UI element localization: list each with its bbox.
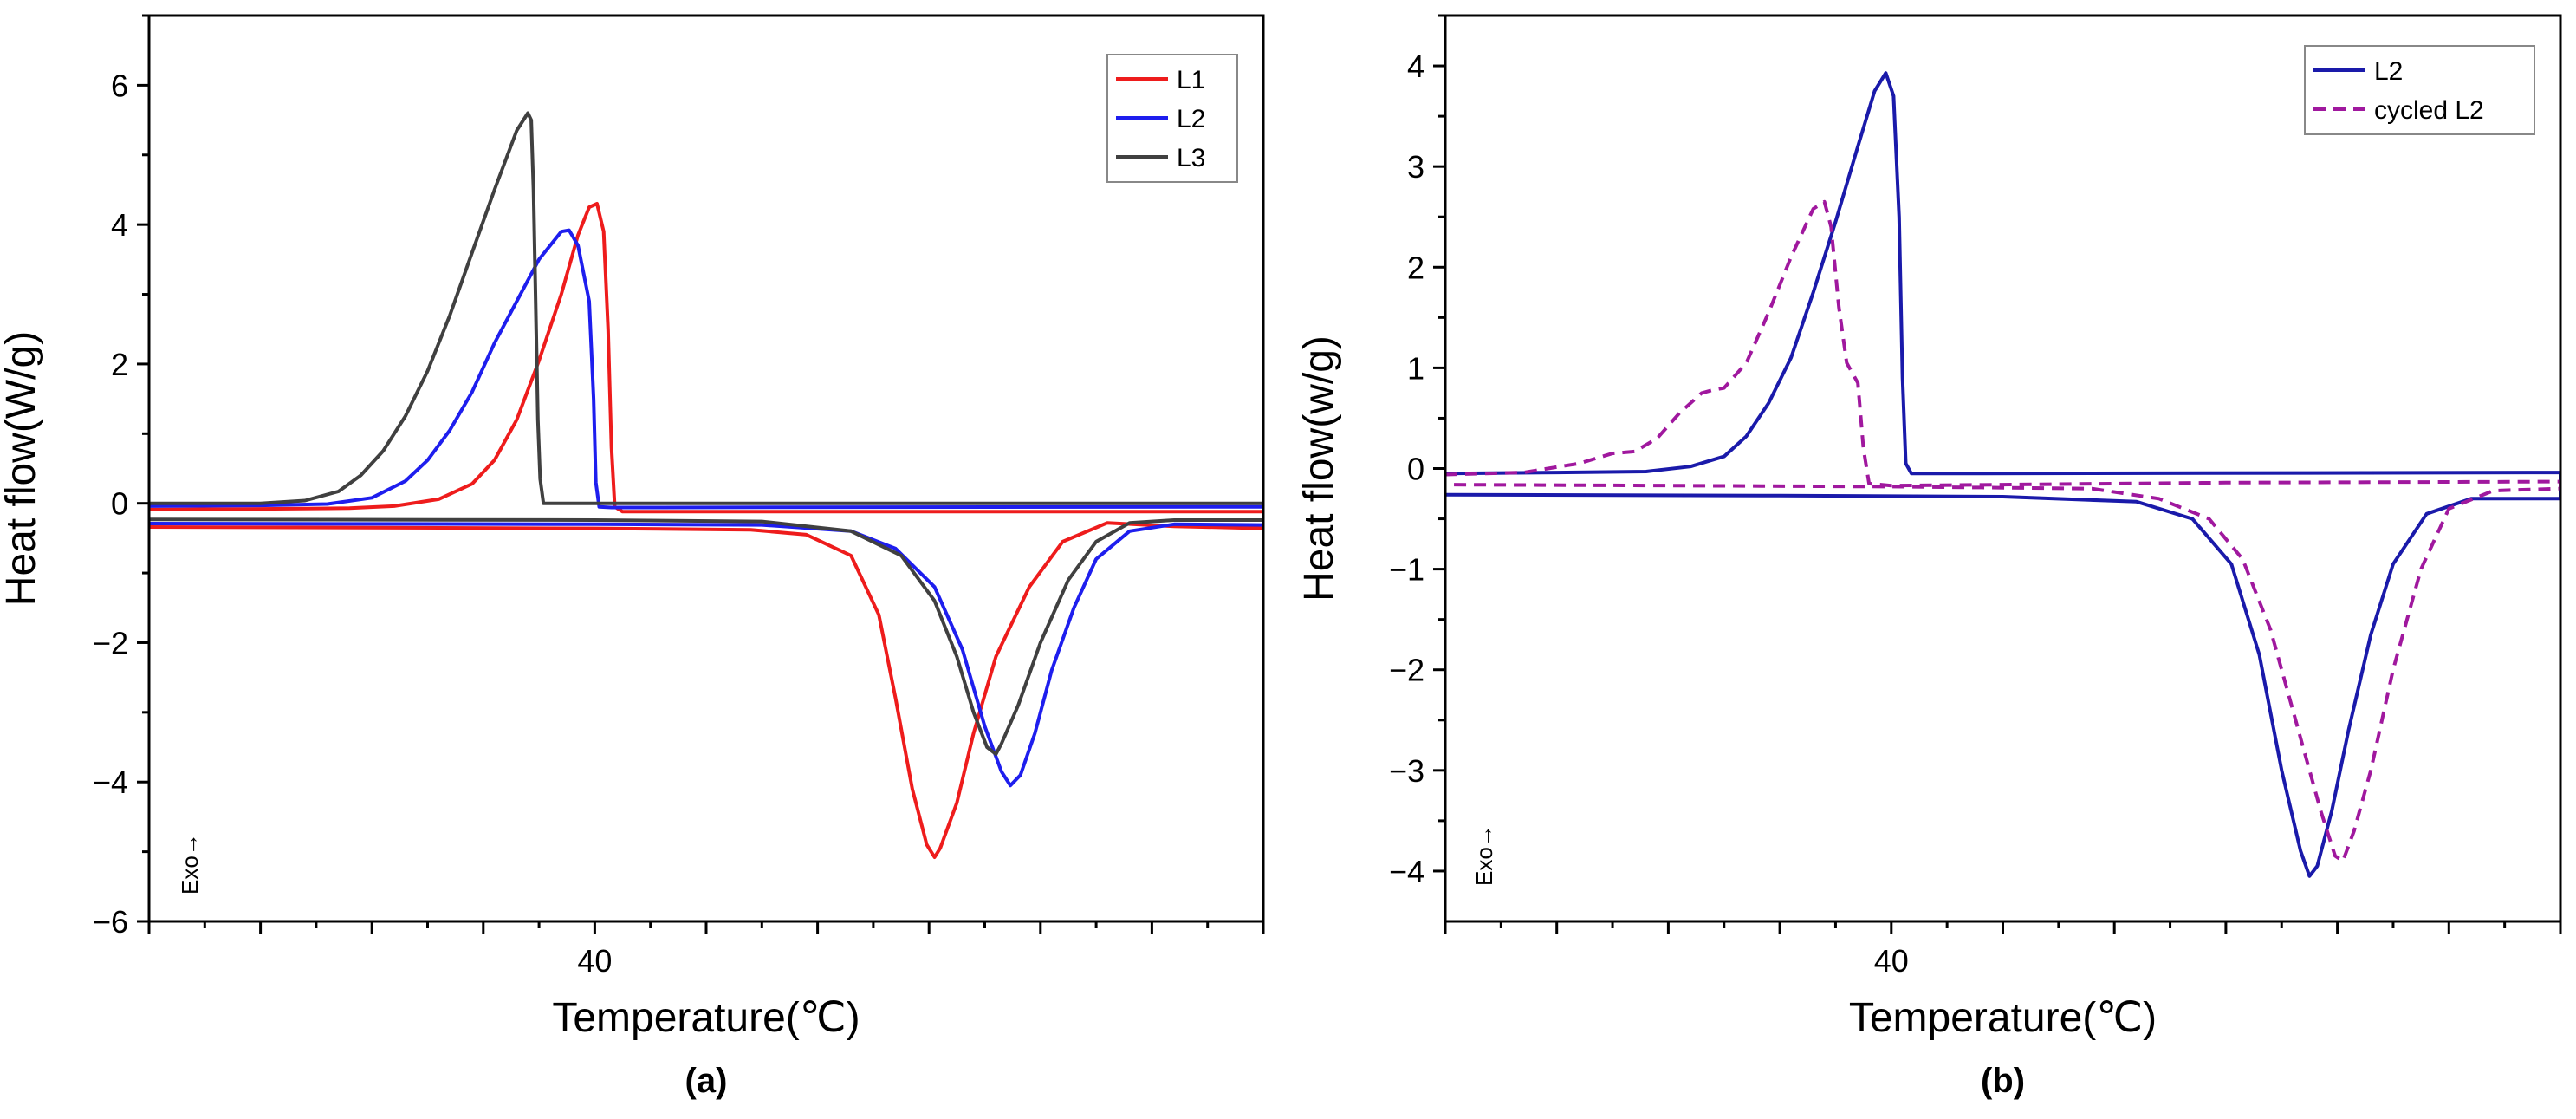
x-tick-label: 40 xyxy=(577,943,612,979)
series-line-l2 xyxy=(1445,71,2560,878)
exo-annotation: Exo→ xyxy=(1471,824,1497,886)
plot-frame xyxy=(147,14,1265,923)
exo-annotation: Exo→ xyxy=(177,833,203,895)
y-tick-label: −2 xyxy=(1389,653,1424,688)
y-tick-label: −4 xyxy=(93,764,128,800)
y-tick-label: 0 xyxy=(1407,452,1424,487)
panel-a-chart: −6 −4 −2 0 2 4 6 40 Temperature(℃) Heat flow(W/g)… xyxy=(0,14,1265,1100)
series-line-l1 xyxy=(149,202,1263,859)
legend-label: L1 xyxy=(1177,66,1205,94)
y-tick-label: −6 xyxy=(93,904,128,940)
series-line-cycled-l2 xyxy=(1445,199,2560,863)
legend-label: L2 xyxy=(2374,57,2403,86)
panel-label: (a) xyxy=(685,1062,728,1100)
y-axis-label: Heat flow(W/g) xyxy=(0,331,44,606)
y-tick-label: 6 xyxy=(111,68,128,103)
legend-label: L2 xyxy=(1177,105,1205,133)
y-tick-label: 1 xyxy=(1407,350,1424,386)
legend-label: cycled L2 xyxy=(2374,96,2484,125)
panel-b-chart: −4 −3 −2 −1 0 1 2 3 4 40 Temperature(℃) Heat flow(w… xyxy=(1296,14,2562,1100)
panel-label: (b) xyxy=(1981,1062,2025,1100)
legend-label: L3 xyxy=(1177,144,1205,172)
y-tick-label: 3 xyxy=(1407,149,1424,185)
series-line-l3 xyxy=(149,111,1263,757)
y-tick-label: 4 xyxy=(1407,49,1424,84)
y-tick-label: −4 xyxy=(1389,854,1424,889)
x-axis-label: Temperature(℃) xyxy=(1849,995,2157,1041)
x-axis-label: Temperature(℃) xyxy=(552,995,860,1041)
y-tick-label: 2 xyxy=(1407,250,1424,285)
plot-frame xyxy=(1444,14,2562,923)
y-tick-label: −1 xyxy=(1389,552,1424,588)
y-tick-label: −2 xyxy=(93,625,128,660)
y-axis-label: Heat flow(w/g) xyxy=(1296,335,1342,602)
series-line-l2 xyxy=(149,228,1263,788)
y-tick-label: 0 xyxy=(111,486,128,522)
x-tick-label: 40 xyxy=(1874,943,1909,979)
legend-box xyxy=(2304,45,2535,135)
y-tick-label: 2 xyxy=(111,347,128,382)
y-tick-label: 4 xyxy=(111,207,128,243)
y-tick-label: −3 xyxy=(1389,753,1424,789)
